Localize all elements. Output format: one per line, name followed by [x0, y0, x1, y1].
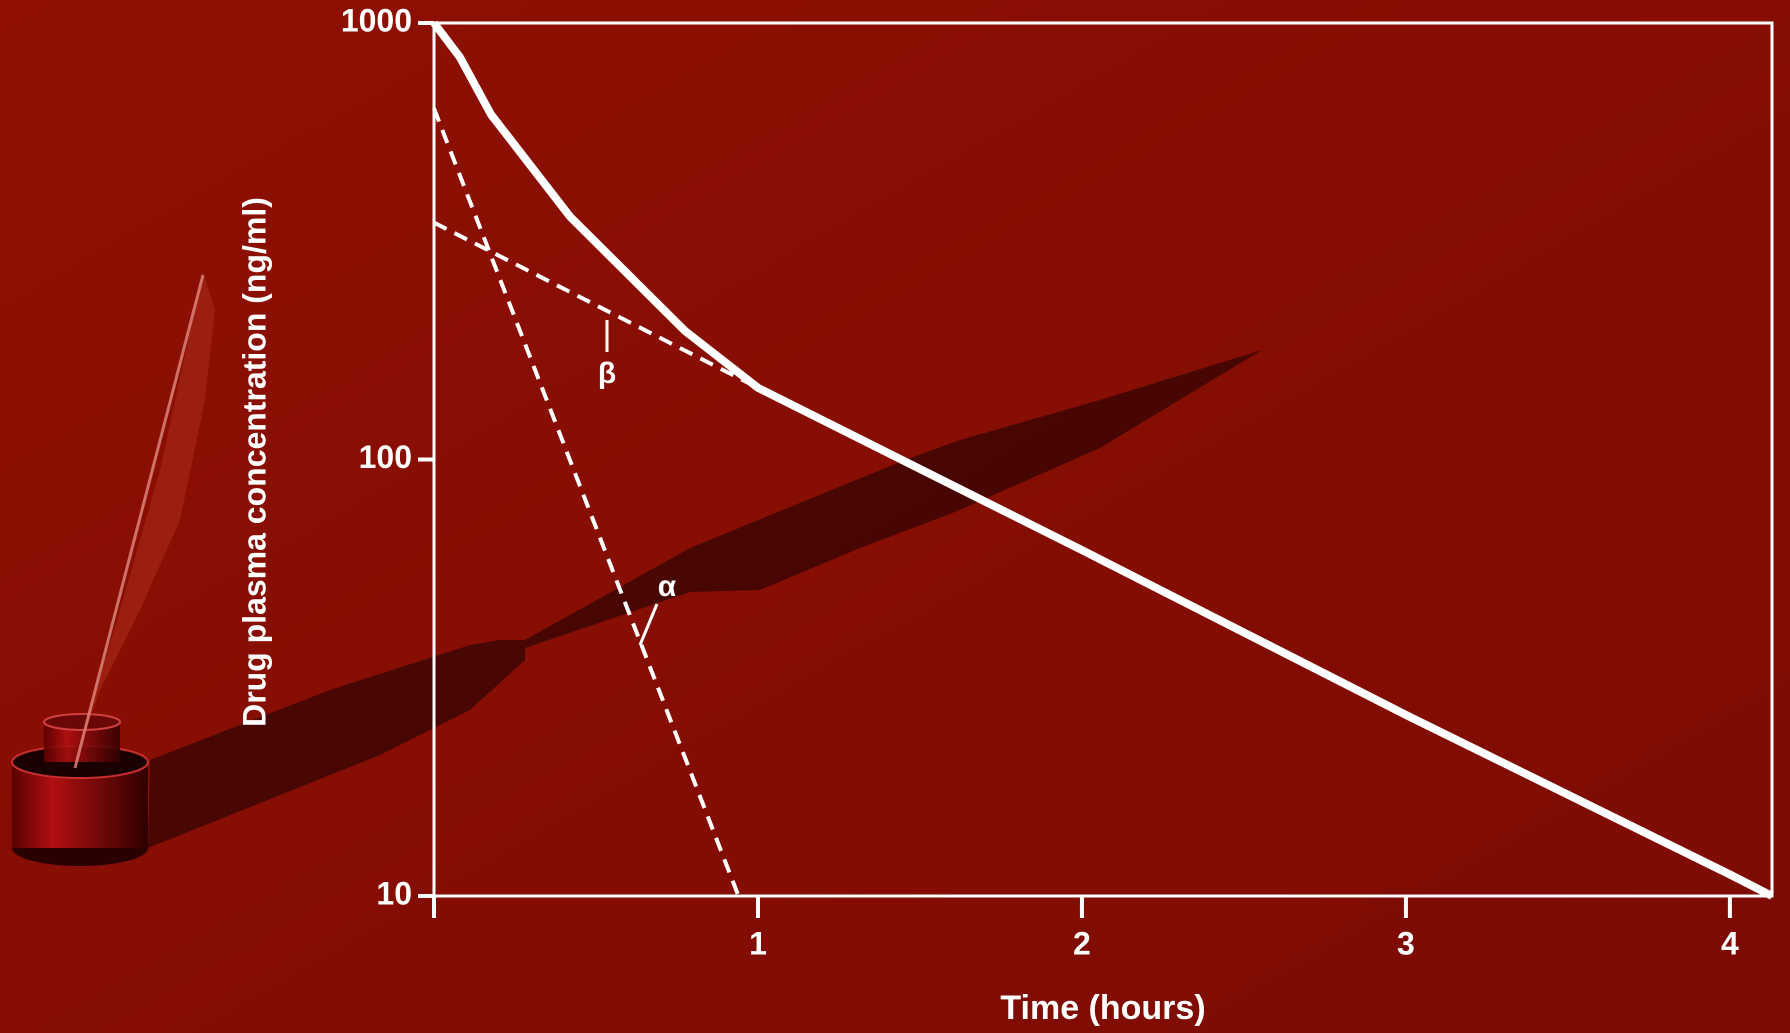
y-tick-label: 1000: [341, 2, 412, 38]
x-axis-label: Time (hours): [1000, 989, 1205, 1027]
x-tick-label: 1: [749, 925, 767, 961]
annotation: β: [598, 357, 616, 390]
annotation: α: [658, 570, 677, 603]
x-tick-label: 2: [1073, 925, 1091, 961]
y-axis-label: Drug plasma concentration (ng/ml): [236, 197, 272, 727]
chart: Time (hours) Drug plasma concentration (…: [0, 0, 1790, 1033]
x-tick-label: 4: [1721, 925, 1739, 961]
y-tick-label: 10: [376, 875, 412, 911]
x-tick-label: 3: [1397, 925, 1415, 961]
y-tick-label: 100: [359, 439, 412, 475]
